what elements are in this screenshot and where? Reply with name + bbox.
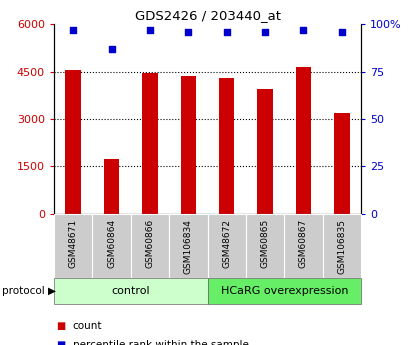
Text: ■: ■ [56, 340, 65, 345]
Text: GSM60865: GSM60865 [261, 219, 270, 268]
Point [223, 29, 230, 34]
Bar [66, 70, 81, 214]
Bar [219, 78, 234, 214]
Text: GSM60867: GSM60867 [299, 219, 308, 268]
Text: GSM48671: GSM48671 [68, 219, 78, 268]
Text: GSM60864: GSM60864 [107, 219, 116, 268]
Bar [257, 89, 273, 214]
Text: protocol ▶: protocol ▶ [2, 286, 56, 296]
Point [185, 29, 192, 34]
Bar [142, 73, 158, 214]
Text: GSM48672: GSM48672 [222, 219, 231, 268]
Text: count: count [73, 321, 102, 331]
Text: GSM106835: GSM106835 [337, 219, 347, 274]
Text: HCaRG overexpression: HCaRG overexpression [220, 286, 348, 296]
Text: control: control [111, 286, 150, 296]
Bar [104, 159, 119, 214]
Text: GSM60866: GSM60866 [145, 219, 154, 268]
Point [146, 27, 153, 32]
Title: GDS2426 / 203440_at: GDS2426 / 203440_at [134, 9, 281, 22]
Point [70, 27, 76, 32]
Bar [296, 67, 311, 214]
Bar [181, 76, 196, 214]
Point [262, 29, 269, 34]
Text: ■: ■ [56, 321, 65, 331]
Point [300, 27, 307, 32]
Text: GSM106834: GSM106834 [184, 219, 193, 274]
Text: percentile rank within the sample: percentile rank within the sample [73, 340, 249, 345]
Point [108, 46, 115, 51]
Bar [334, 113, 349, 214]
Point [339, 29, 345, 34]
